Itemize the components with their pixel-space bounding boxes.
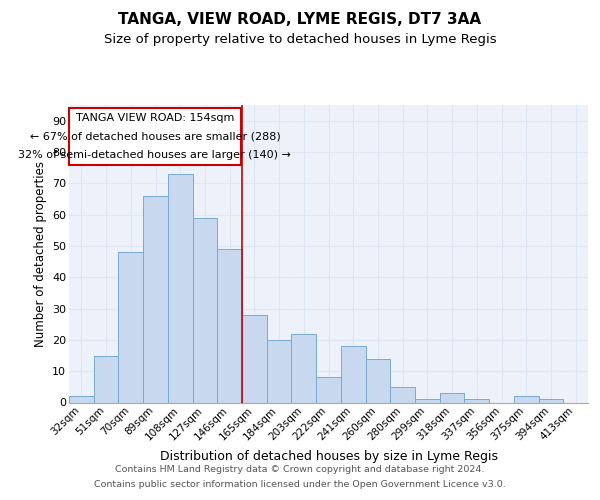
- Bar: [292, 334, 316, 402]
- Bar: [415, 400, 440, 402]
- Text: ← 67% of detached houses are smaller (288): ← 67% of detached houses are smaller (28…: [29, 132, 280, 141]
- Text: Size of property relative to detached houses in Lyme Regis: Size of property relative to detached ho…: [104, 32, 496, 46]
- FancyBboxPatch shape: [69, 108, 241, 164]
- Bar: [94, 356, 118, 403]
- Bar: [193, 218, 217, 402]
- X-axis label: Distribution of detached houses by size in Lyme Regis: Distribution of detached houses by size …: [160, 450, 497, 464]
- Bar: [539, 400, 563, 402]
- Text: TANGA, VIEW ROAD, LYME REGIS, DT7 3AA: TANGA, VIEW ROAD, LYME REGIS, DT7 3AA: [118, 12, 482, 28]
- Bar: [242, 315, 267, 402]
- Text: Contains public sector information licensed under the Open Government Licence v3: Contains public sector information licen…: [94, 480, 506, 489]
- Bar: [464, 400, 489, 402]
- Bar: [341, 346, 365, 403]
- Bar: [390, 387, 415, 402]
- Text: TANGA VIEW ROAD: 154sqm: TANGA VIEW ROAD: 154sqm: [76, 112, 234, 122]
- Text: Contains HM Land Registry data © Crown copyright and database right 2024.: Contains HM Land Registry data © Crown c…: [115, 465, 485, 474]
- Bar: [217, 249, 242, 402]
- Bar: [316, 378, 341, 402]
- Bar: [168, 174, 193, 402]
- Bar: [365, 358, 390, 403]
- Bar: [267, 340, 292, 402]
- Bar: [143, 196, 168, 402]
- Bar: [440, 393, 464, 402]
- Text: 32% of semi-detached houses are larger (140) →: 32% of semi-detached houses are larger (…: [19, 150, 292, 160]
- Bar: [118, 252, 143, 402]
- Bar: [514, 396, 539, 402]
- Bar: [69, 396, 94, 402]
- Y-axis label: Number of detached properties: Number of detached properties: [34, 161, 47, 347]
